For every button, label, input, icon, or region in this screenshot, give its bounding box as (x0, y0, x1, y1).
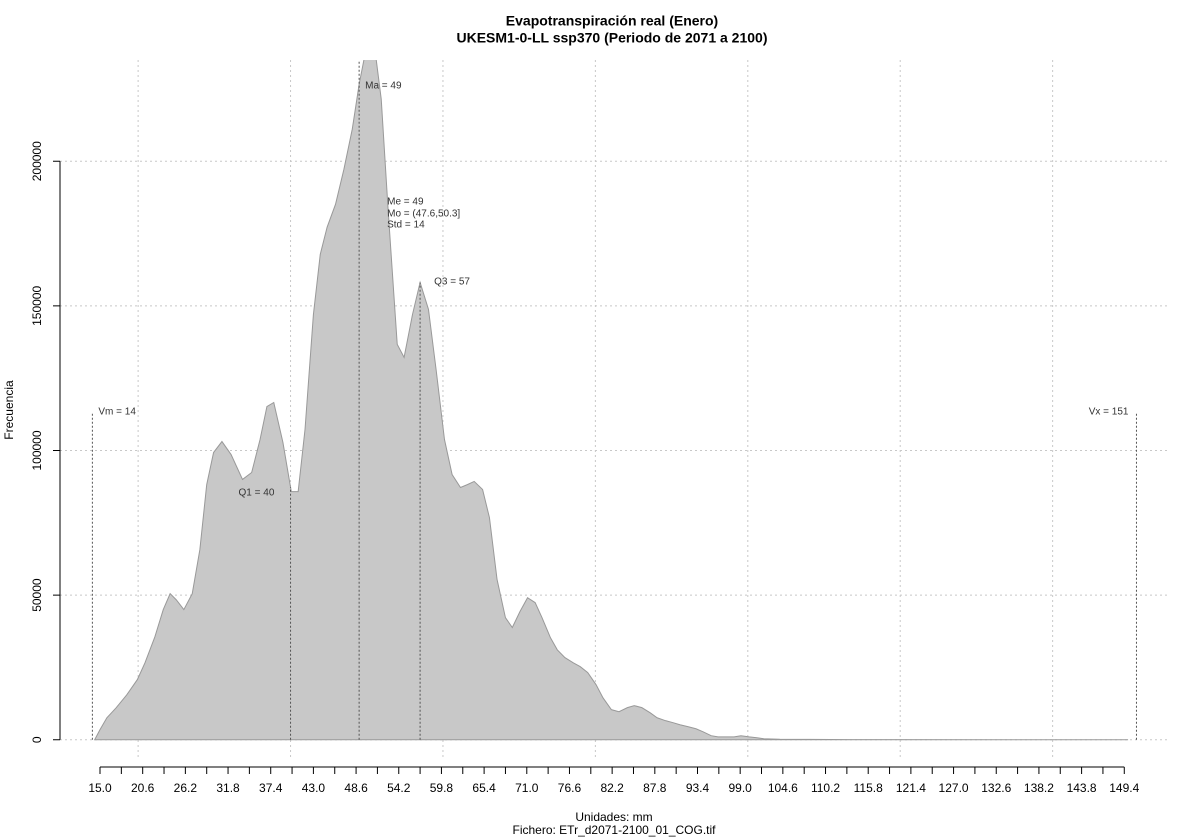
x-tick-label: 31.8 (216, 781, 240, 795)
y-tick-label: 0 (30, 736, 44, 743)
x-tick-label: 110.2 (811, 781, 840, 795)
x-tick-label: 43.0 (302, 781, 326, 795)
x-tick-label: 15.0 (88, 781, 112, 795)
x-tick-label: 115.8 (854, 781, 883, 795)
stat-label: Vx = 151 (1089, 407, 1129, 418)
area-group (93, 60, 1129, 741)
y-tick-label: 100000 (30, 430, 44, 470)
x-tick-label: 138.2 (1024, 781, 1054, 795)
x-axis-label: Unidades: mm (575, 810, 652, 824)
x-tick-label: 20.6 (131, 781, 155, 795)
stats-group (91, 60, 1137, 740)
x-tick-label: 143.8 (1067, 781, 1097, 795)
x-tick-label: 26.2 (174, 781, 198, 795)
x-tick-label: 48.6 (344, 781, 368, 795)
chart-subtitle: UKESM1-0-LL ssp370 (Periodo de 2071 a 21… (457, 30, 768, 46)
x-tick-label: 76.6 (558, 781, 582, 795)
x-tick-label: 37.4 (259, 781, 283, 795)
stat-label: Mo = (47.6,50.3] (387, 209, 460, 220)
x-tick-label: 132.6 (981, 781, 1011, 795)
x-tick-label: 127.0 (939, 781, 969, 795)
x-tick-label: 71.0 (515, 781, 539, 795)
stat-label: Ma = 49 (365, 81, 402, 92)
stat-label: Q1 = 40 (239, 488, 275, 499)
chart-title: Evapotranspiración real (Enero) (506, 13, 718, 29)
stat-label: Q3 = 57 (434, 277, 470, 288)
x-tick-label: 149.4 (1109, 781, 1139, 795)
x-tick-label: 65.4 (472, 781, 496, 795)
x-tick-label: 93.4 (686, 781, 710, 795)
x-tick-label: 121.4 (896, 781, 926, 795)
stat-label: Std = 14 (387, 220, 425, 231)
x-tick-label: 99.0 (728, 781, 752, 795)
stat-label: Vm = 14 (98, 407, 136, 418)
x-tick-label: 54.2 (387, 781, 411, 795)
x-tick-label: 59.8 (430, 781, 454, 795)
y-tick-label: 50000 (30, 578, 44, 612)
y-axis-label: Frecuencia (2, 380, 16, 440)
y-tick-label: 200000 (30, 141, 44, 181)
caption: Fichero: ETr_d2071-2100_01_COG.tif (513, 823, 717, 837)
x-tick-label: 104.6 (768, 781, 798, 795)
stat-label: Me = 49 (387, 197, 424, 208)
density-area (93, 60, 1129, 741)
y-tick-label: 150000 (30, 286, 44, 326)
x-tick-label: 82.2 (600, 781, 624, 795)
x-tick-label: 87.8 (643, 781, 667, 795)
